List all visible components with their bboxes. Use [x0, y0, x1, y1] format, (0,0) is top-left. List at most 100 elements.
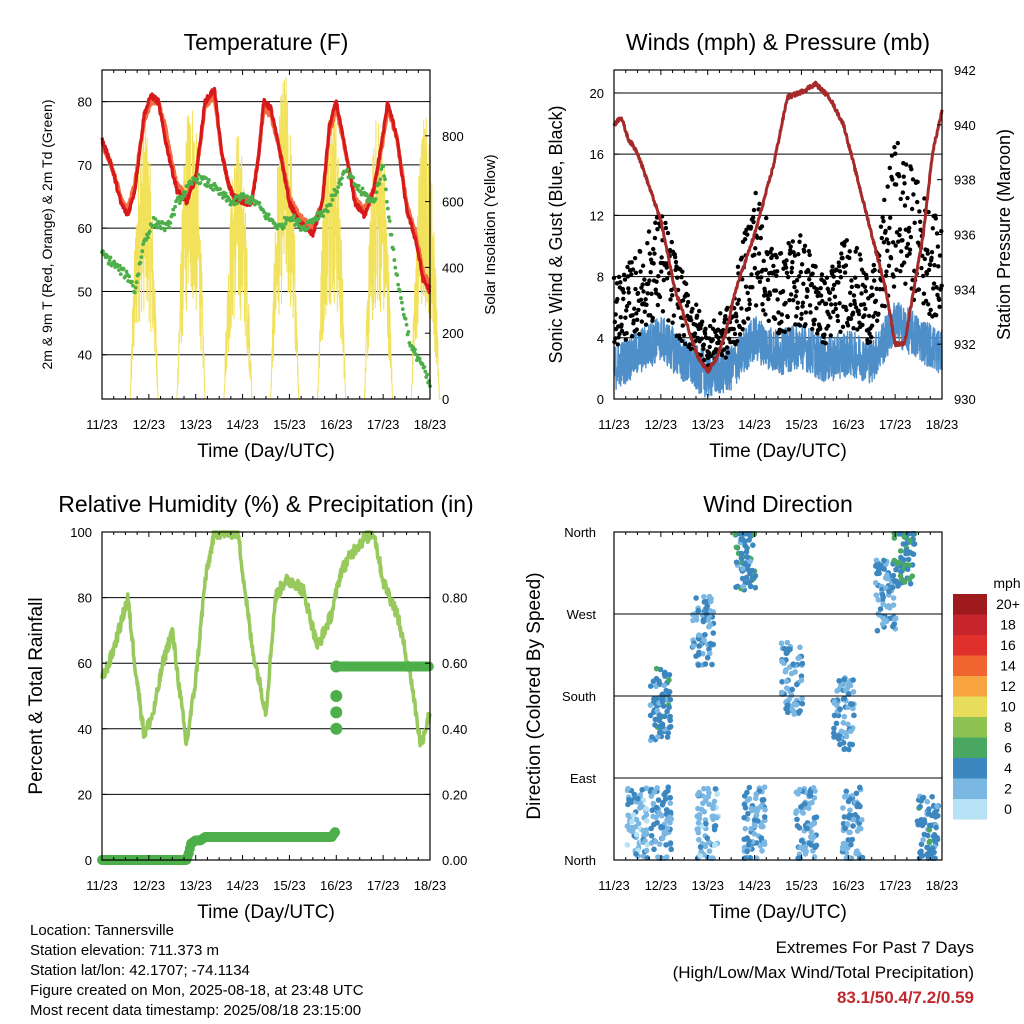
speed-colorbar: mph 20+ 18 16 14 12 10 8 6 4 2 0	[953, 575, 1021, 820]
gust-point	[836, 263, 842, 269]
wind-direction-point	[714, 814, 720, 821]
dew-point-point	[423, 369, 428, 374]
gust-point	[670, 320, 675, 325]
gust-point	[828, 315, 833, 320]
wind-direction-point	[796, 654, 802, 661]
solar-day-line	[408, 118, 442, 400]
gust-point	[653, 287, 658, 292]
gust-point	[785, 274, 791, 280]
gust-point	[618, 280, 623, 285]
wind-direction-point	[701, 785, 707, 792]
dew-point-point	[425, 372, 430, 377]
gust-point	[830, 264, 835, 269]
gust-point	[736, 297, 742, 303]
dew-point-point	[283, 221, 288, 226]
gust-point	[866, 313, 872, 319]
wind-direction-point	[898, 576, 905, 583]
wind-direction-point	[849, 701, 855, 707]
dew-point-point	[393, 265, 398, 270]
solar-day-line	[314, 108, 349, 400]
gust-point	[793, 322, 798, 327]
wind-direction-point	[906, 549, 913, 556]
gust-point	[799, 311, 804, 317]
wind-direction-point	[881, 566, 887, 572]
wind-direction-point	[659, 835, 666, 841]
gust-point	[633, 286, 638, 292]
wind-direction-point	[793, 808, 800, 814]
dew-point-point	[177, 201, 182, 206]
colorbar-label: 14	[1000, 658, 1016, 674]
wind-direction-point	[666, 689, 673, 695]
wind-direction-point	[704, 654, 711, 661]
wind-direction-point	[934, 803, 940, 810]
dew-point-point	[339, 182, 343, 187]
gust-point	[803, 310, 809, 315]
gust-point	[735, 264, 741, 269]
dew-point-point	[417, 356, 422, 361]
wind-direction-point	[809, 799, 815, 806]
dew-point-point	[321, 214, 326, 219]
gust-point	[856, 308, 861, 313]
gust-point	[617, 331, 622, 337]
gust-point	[860, 322, 865, 328]
wind-direction-point	[798, 673, 805, 679]
gust-point	[783, 265, 789, 270]
gust-point	[694, 302, 699, 307]
gust-point	[849, 278, 854, 283]
gust-point	[632, 306, 637, 311]
gust-point	[893, 151, 898, 156]
wind-direction-point	[710, 630, 717, 636]
gust-point	[756, 270, 761, 275]
wind-direction-point	[842, 841, 848, 847]
colorbar-label: 6	[1004, 740, 1012, 756]
gust-point	[751, 207, 757, 213]
gust-point	[851, 293, 857, 298]
wind-direction-point	[879, 591, 886, 598]
gust-point	[639, 319, 645, 324]
gust-point	[780, 289, 786, 294]
y2-tick-label: 938	[954, 173, 976, 188]
gust-point	[626, 300, 632, 306]
wind-direction-point	[803, 848, 809, 855]
gust-point	[669, 293, 675, 298]
gust-point	[911, 192, 916, 197]
gust-point	[836, 280, 841, 285]
gust-point	[901, 174, 906, 179]
x-tick-label: 17/23	[367, 417, 400, 432]
gust-point	[665, 230, 671, 236]
panel-1: Temperature (F) Time (Day/UTC) 2m & 9m T (…	[39, 29, 499, 462]
gust-point	[675, 275, 680, 280]
gust-point	[806, 248, 812, 254]
gust-point	[615, 342, 620, 347]
dew-point-point	[141, 242, 146, 246]
gust-point	[863, 272, 869, 278]
dew-point-point	[167, 225, 172, 230]
plot-area	[100, 77, 442, 400]
gust-point	[902, 181, 907, 186]
gust-point	[618, 314, 623, 320]
gust-point	[855, 327, 860, 332]
gust-point	[887, 165, 893, 171]
gust-point	[645, 240, 650, 246]
x-tick-label: 18/23	[414, 417, 447, 432]
dew-point-point	[384, 187, 388, 192]
gust-point	[655, 226, 660, 232]
wind-direction-point	[784, 702, 791, 709]
gust-point	[650, 315, 655, 321]
wind-direction-point	[738, 556, 745, 562]
wind-direction-point	[783, 678, 790, 685]
y2-tick-label: 0.00	[442, 853, 467, 868]
wind-direction-point	[902, 562, 909, 568]
wind-direction-point	[847, 682, 854, 689]
gust-point	[774, 273, 779, 278]
gust-point	[783, 300, 788, 306]
wind-direction-point	[704, 598, 710, 605]
wind-direction-point	[884, 572, 890, 578]
wind-direction-point	[690, 617, 696, 624]
gust-point	[703, 326, 708, 332]
gust-point	[809, 281, 814, 287]
wind-direction-point	[795, 791, 801, 797]
gust-point	[926, 267, 932, 273]
gust-point	[790, 239, 796, 244]
gust-point	[655, 302, 661, 308]
